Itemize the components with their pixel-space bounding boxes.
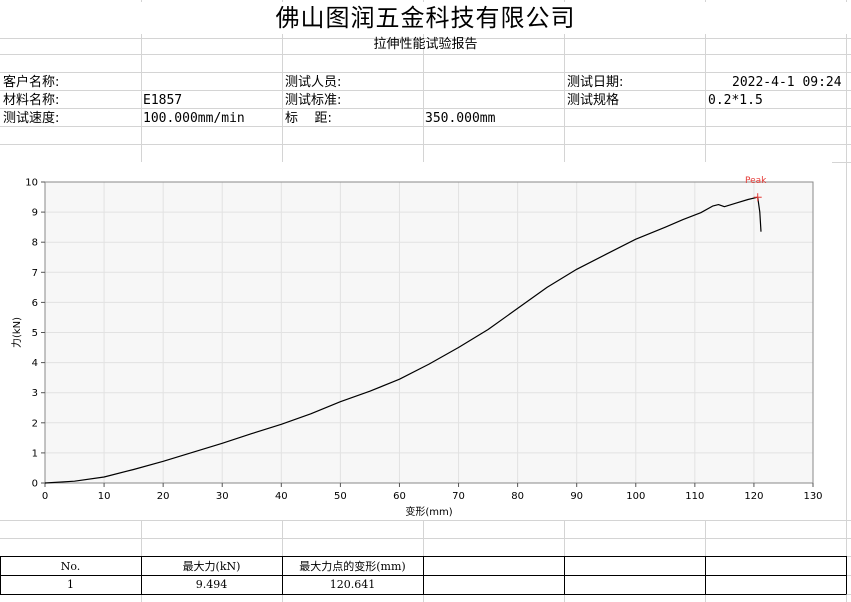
- gauge-value: 350.000mm: [425, 111, 496, 126]
- x-tick-label: 100: [626, 491, 645, 502]
- x-tick-label: 90: [570, 491, 583, 502]
- table-cell-max-force-deformation: 120.641: [329, 578, 376, 591]
- x-tick-label: 130: [803, 491, 822, 502]
- spec-value: 0.2*1.5: [708, 93, 763, 108]
- x-tick-label: 120: [744, 491, 763, 502]
- force-deformation-line: [44, 196, 762, 484]
- x-axis-label: 变形(mm): [405, 505, 452, 518]
- y-tick-label: 0: [32, 479, 38, 490]
- x-tick-label: 60: [393, 491, 406, 502]
- x-tick-label: 110: [685, 491, 704, 502]
- y-tick-label: 5: [32, 328, 38, 339]
- spec-label: 测试规格: [567, 93, 620, 108]
- material-value: E1857: [143, 93, 183, 108]
- y-tick-label: 10: [25, 178, 38, 189]
- gauge-label: 标 距:: [285, 111, 332, 126]
- chart-area: 0 10 20 30 40 50 60 70 80 90 100 110 120 130 0 1 2 3 4 5 6 7 8…: [0, 162, 832, 520]
- customer-label: 客户名称:: [3, 75, 60, 90]
- table-header-max-force-deformation: 最大力点的变形(mm): [299, 560, 406, 573]
- tester-label: 测试人员:: [285, 75, 342, 90]
- company-title: 佛山图润五金科技有限公司: [0, 2, 851, 34]
- y-tick-label: 1: [32, 448, 38, 459]
- x-tick-label: 10: [98, 491, 111, 502]
- report-title: 拉伸性能试验报告: [373, 37, 478, 52]
- speed-value: 100.000mm/min: [143, 111, 245, 126]
- force-deformation-chart: 0 10 20 30 40 50 60 70 80 90 100 110 120 130 0 1 2 3 4 5 6 7 8…: [10, 176, 823, 518]
- x-tick-label: 80: [511, 491, 524, 502]
- peak-label: Peak: [745, 176, 767, 186]
- x-tick-label: 30: [216, 491, 229, 502]
- y-tick-label: 7: [32, 268, 38, 279]
- y-tick-label: 6: [32, 298, 38, 309]
- material-label: 材料名称:: [3, 93, 60, 108]
- table-header-no: No.: [60, 560, 81, 573]
- x-tick-label: 50: [334, 491, 347, 502]
- x-tick-label: 0: [42, 491, 48, 502]
- x-tick-label: 70: [452, 491, 465, 502]
- date-label: 测试日期:: [567, 75, 624, 90]
- speed-label: 测试速度:: [3, 111, 60, 126]
- table-cell-max-force: 9.494: [195, 578, 228, 591]
- y-tick-label: 8: [32, 238, 38, 249]
- standard-label: 测试标准:: [285, 93, 342, 108]
- x-tick-label: 40: [275, 491, 288, 502]
- y-axis-label: 力(kN): [10, 317, 23, 348]
- y-tick-label: 3: [32, 388, 38, 399]
- y-tick-label: 9: [32, 208, 38, 219]
- y-tick-label: 4: [32, 358, 38, 369]
- table-cell-no: 1: [67, 578, 74, 591]
- table-header-max-force: 最大力(kN): [182, 560, 241, 573]
- y-tick-label: 2: [32, 418, 38, 429]
- x-tick-label: 20: [157, 491, 170, 502]
- date-value: 2022-4-1 09:24: [732, 75, 842, 90]
